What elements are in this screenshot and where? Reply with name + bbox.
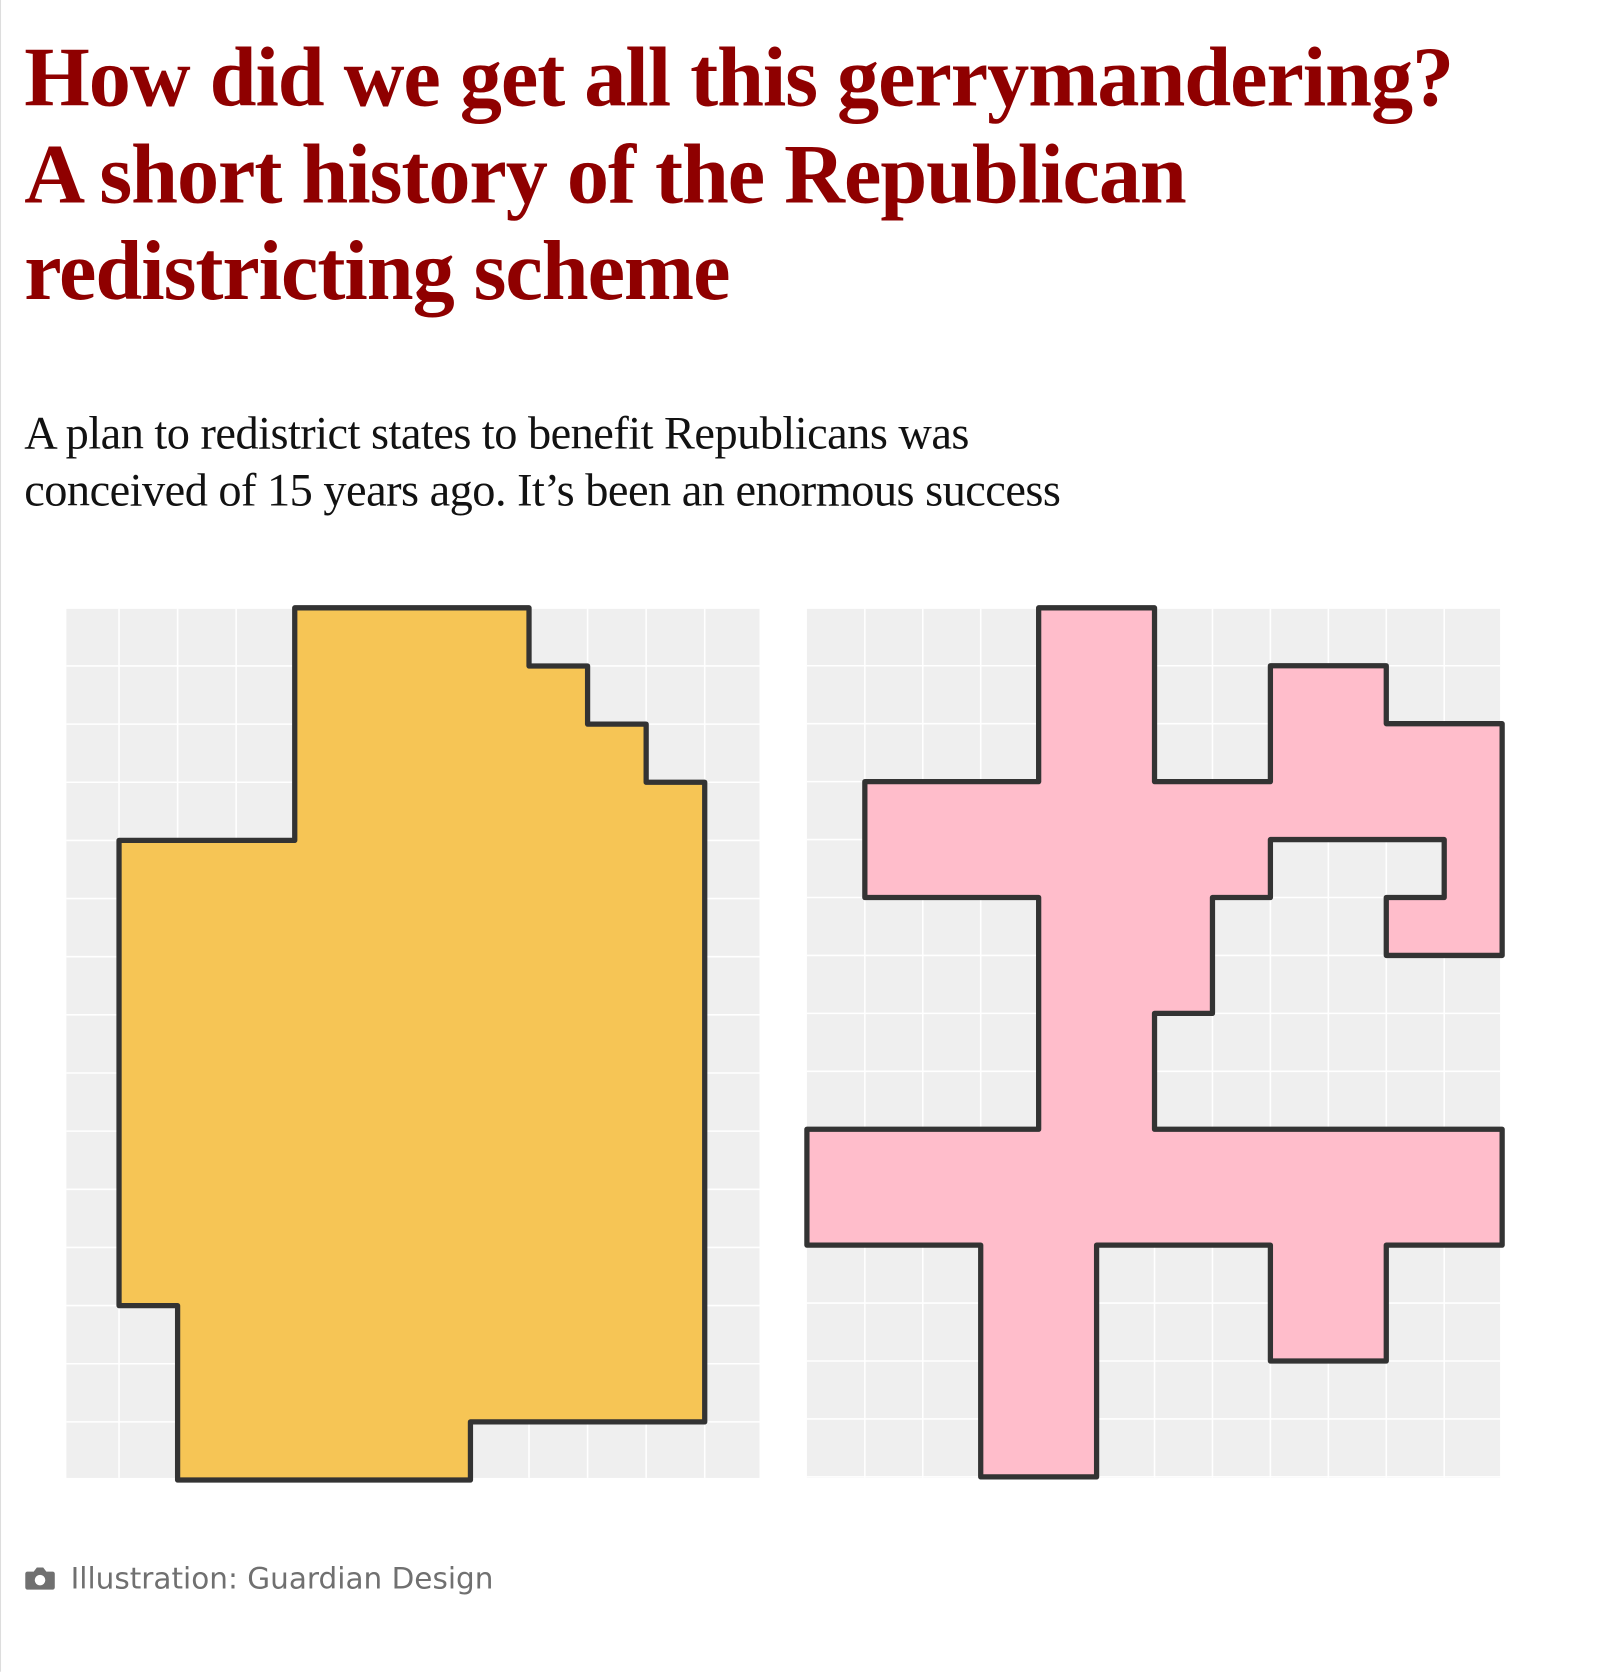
standfirst: A plan to redistrict states to benefit R… — [24, 406, 1061, 520]
illustration — [66, 590, 1618, 1517]
caption-text: Illustration: Guardian Design — [70, 1561, 494, 1596]
headline: How did we get all this gerrymandering? … — [24, 29, 1454, 320]
headline-line: redistricting scheme — [24, 225, 730, 319]
headline-line: A short history of the Republican — [24, 128, 1187, 222]
standfirst-line: conceived of 15 years ago. It’s been an … — [24, 464, 1061, 517]
standfirst-line: A plan to redistrict states to benefit R… — [24, 407, 969, 460]
camera-icon — [25, 1566, 55, 1590]
caption: Illustration: Guardian Design — [24, 1561, 493, 1596]
headline-line: How did we get all this gerrymandering? — [24, 31, 1454, 125]
